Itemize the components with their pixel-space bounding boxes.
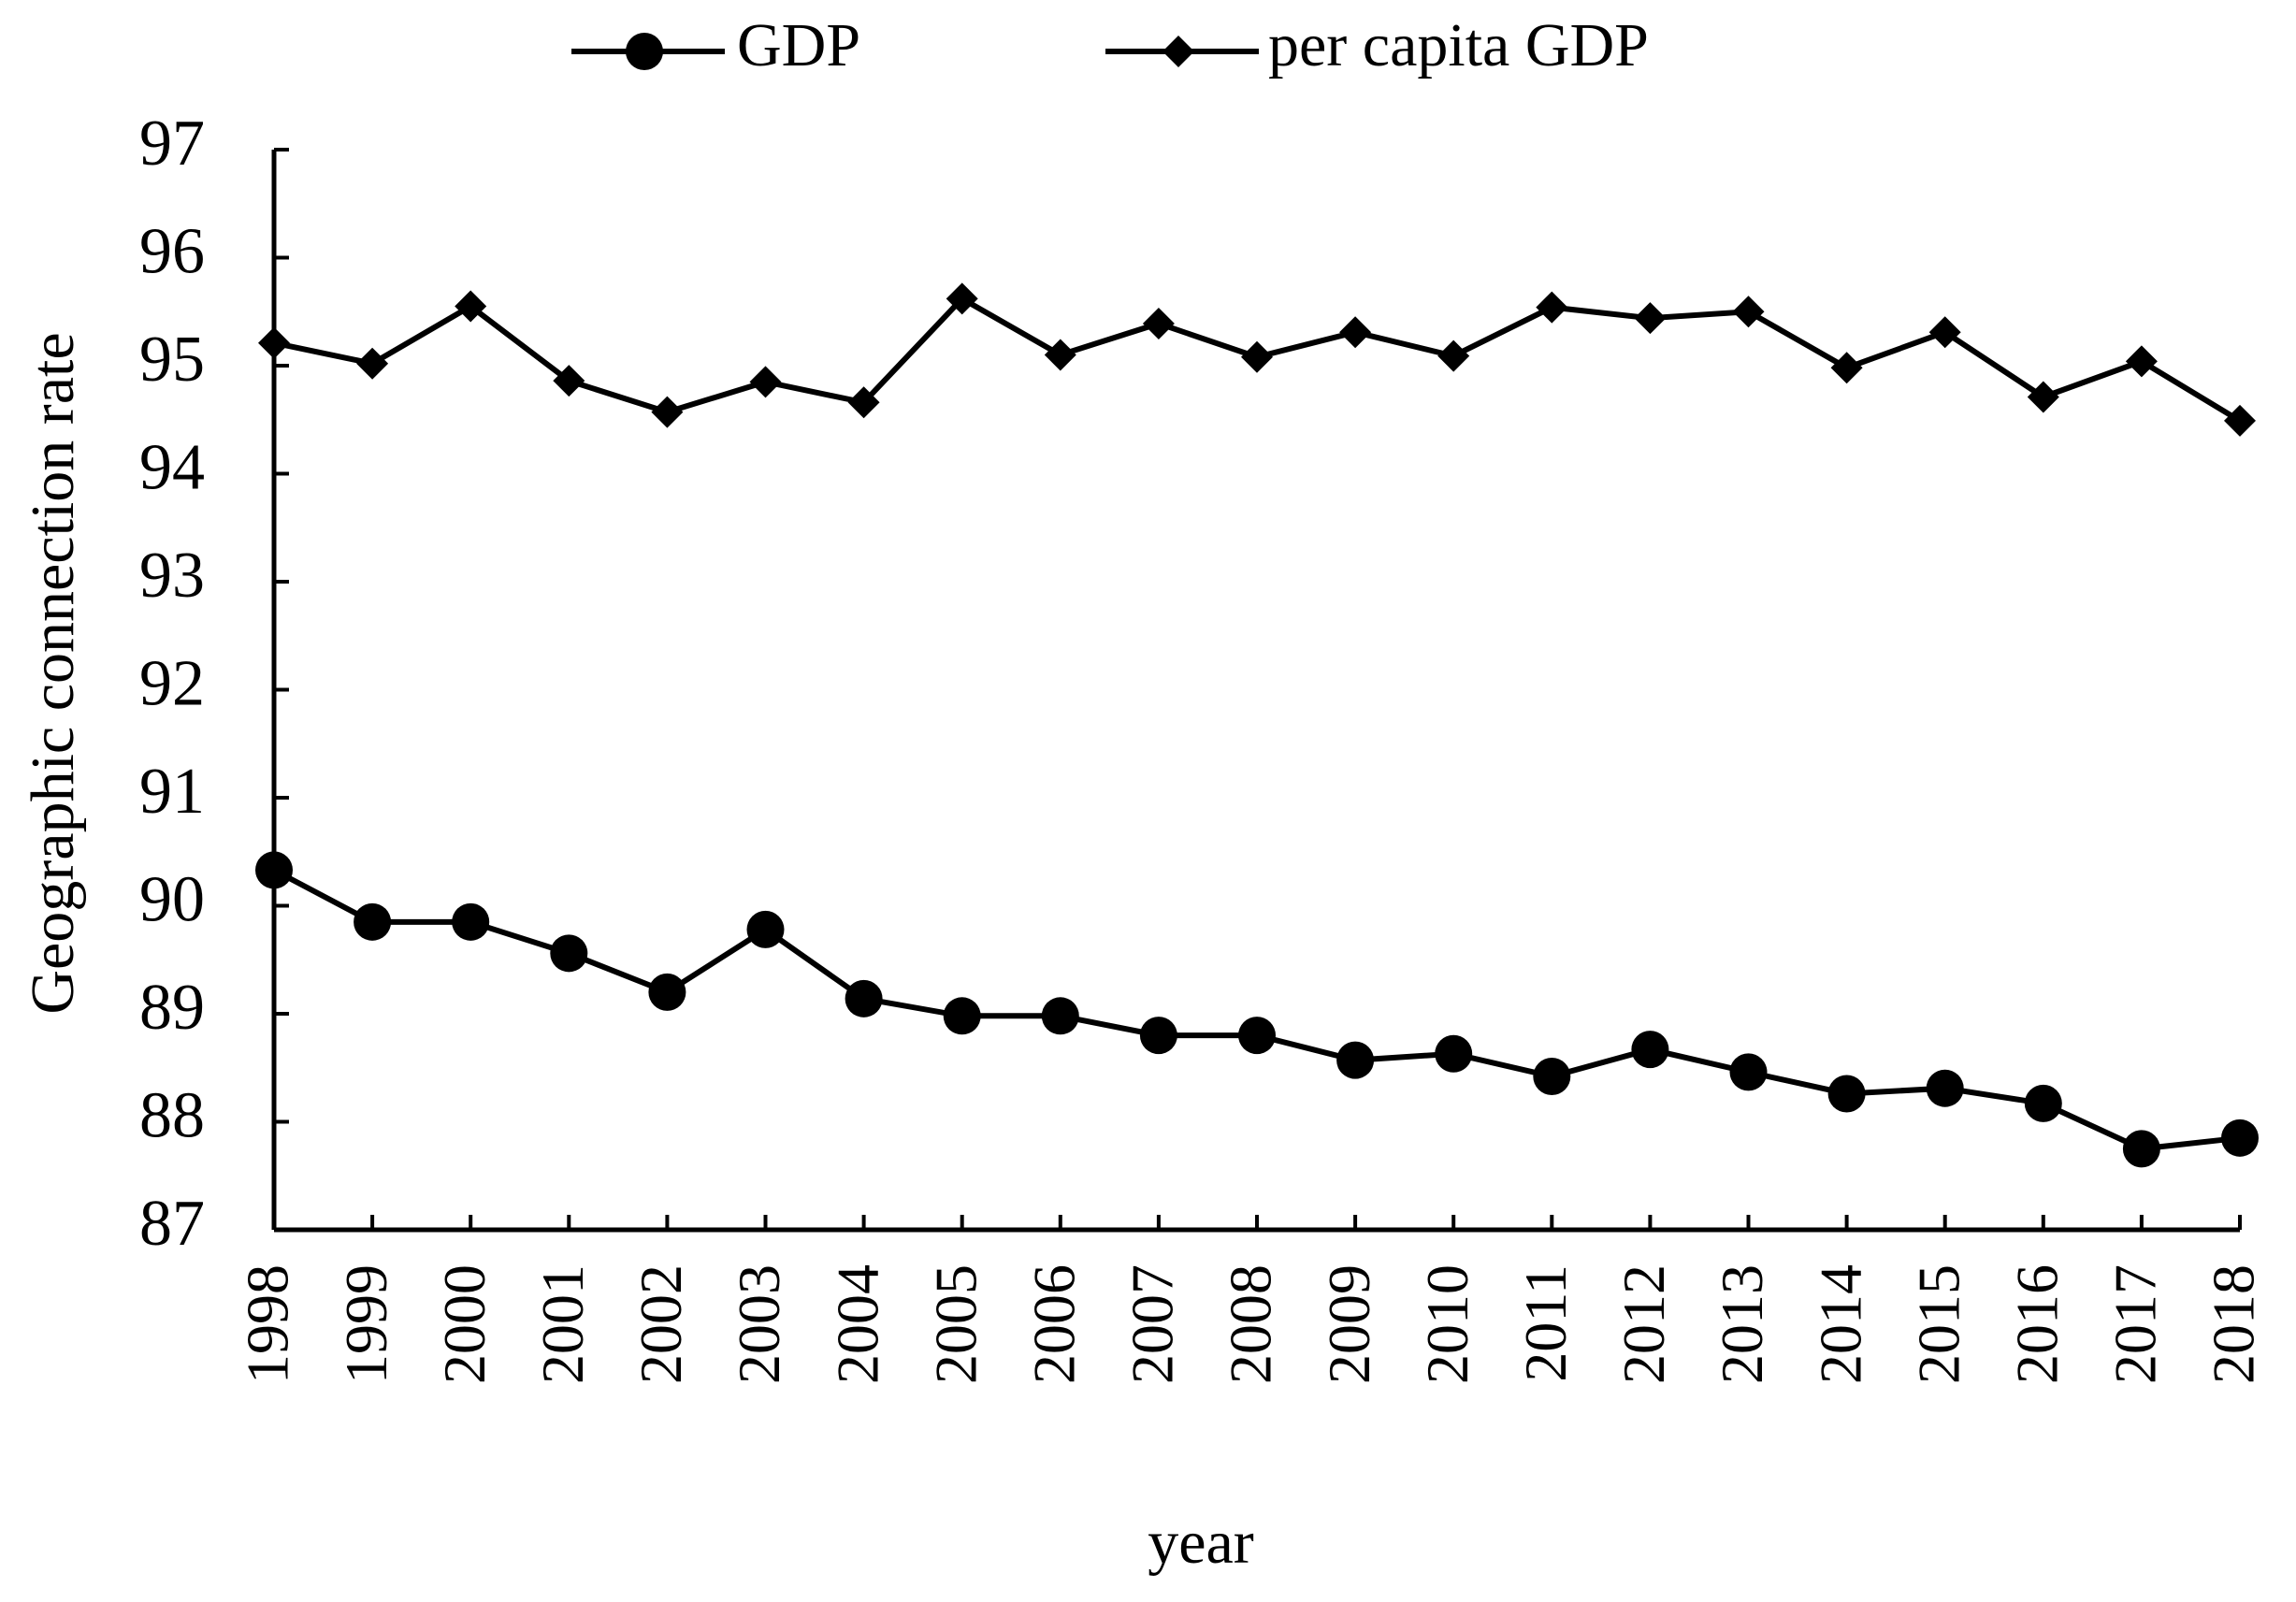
point <box>1830 352 1863 384</box>
x-tick-label: 2015 <box>1905 1264 1971 1384</box>
legend-marker <box>1162 36 1194 67</box>
point <box>2125 345 2158 378</box>
point <box>255 851 293 889</box>
y-tick-label: 90 <box>139 864 205 936</box>
point <box>1435 1034 1473 1073</box>
point <box>651 396 684 428</box>
point <box>1729 1053 1768 1091</box>
y-tick-label: 94 <box>139 432 205 504</box>
point <box>1533 1057 1571 1095</box>
x-tick-label: 2016 <box>2003 1264 2070 1384</box>
point <box>2224 404 2256 437</box>
point <box>1041 997 1079 1035</box>
point <box>452 902 490 941</box>
point <box>946 282 978 315</box>
x-tick-label: 2008 <box>1218 1264 1284 1384</box>
point <box>1732 296 1765 328</box>
point <box>2122 1130 2160 1168</box>
y-axis-title: Geographic connection rate <box>19 332 87 1014</box>
y-tick-label: 92 <box>139 648 205 720</box>
point <box>1536 291 1568 324</box>
point <box>2024 1084 2062 1122</box>
y-tick-label: 88 <box>139 1080 205 1152</box>
point <box>648 973 686 1011</box>
x-tick-label: 1999 <box>333 1264 399 1384</box>
point <box>845 979 883 1017</box>
point <box>258 326 290 359</box>
y-tick-label: 89 <box>139 972 205 1044</box>
y-tick-label: 96 <box>139 216 205 288</box>
point <box>1631 1031 1669 1069</box>
x-tick-label: 2018 <box>2201 1264 2267 1384</box>
x-axis-title: year <box>1148 1508 1254 1577</box>
point <box>553 365 585 397</box>
x-tick-label: 2000 <box>431 1264 498 1384</box>
legend-label: per capita GDP <box>1268 11 1649 79</box>
point <box>847 386 880 419</box>
x-tick-label: 2005 <box>922 1264 989 1384</box>
point <box>749 366 782 398</box>
x-tick-label: 2010 <box>1414 1264 1480 1384</box>
point <box>1044 339 1076 371</box>
point <box>356 347 389 380</box>
point <box>1139 1017 1177 1055</box>
x-tick-label: 2003 <box>726 1264 792 1384</box>
x-tick-label: 2006 <box>1020 1264 1087 1384</box>
x-tick-label: 2007 <box>1119 1264 1186 1384</box>
point <box>1827 1075 1866 1113</box>
legend-marker <box>626 33 663 70</box>
y-tick-label: 95 <box>139 324 205 396</box>
point <box>1238 1017 1276 1055</box>
legend-label: GDP <box>737 11 860 79</box>
point <box>1634 302 1667 335</box>
point <box>1241 340 1273 373</box>
point <box>746 910 785 948</box>
point <box>1142 307 1175 339</box>
x-tick-label: 2013 <box>1709 1264 1775 1384</box>
point <box>2027 381 2059 413</box>
point <box>1928 316 1961 349</box>
x-tick-label: 2009 <box>1316 1264 1382 1384</box>
point <box>943 997 981 1035</box>
point <box>354 902 392 941</box>
x-tick-label: 2012 <box>1610 1264 1677 1384</box>
x-tick-label: 2014 <box>1807 1264 1873 1384</box>
x-tick-label: 1998 <box>235 1264 301 1384</box>
point <box>1926 1069 1964 1107</box>
point <box>455 290 487 323</box>
point <box>1336 1041 1375 1079</box>
point <box>2221 1119 2259 1157</box>
y-tick-label: 93 <box>139 540 205 612</box>
point <box>1437 339 1470 372</box>
y-tick-label: 91 <box>139 756 205 828</box>
x-tick-label: 2011 <box>1512 1264 1579 1382</box>
y-tick-label: 97 <box>139 108 205 180</box>
x-tick-label: 2001 <box>529 1264 596 1384</box>
point <box>1339 316 1372 349</box>
x-tick-label: 2002 <box>628 1264 694 1384</box>
x-tick-label: 2004 <box>824 1264 890 1384</box>
x-tick-label: 2017 <box>2102 1264 2169 1384</box>
y-tick-label: 87 <box>139 1188 205 1260</box>
point <box>550 934 588 973</box>
